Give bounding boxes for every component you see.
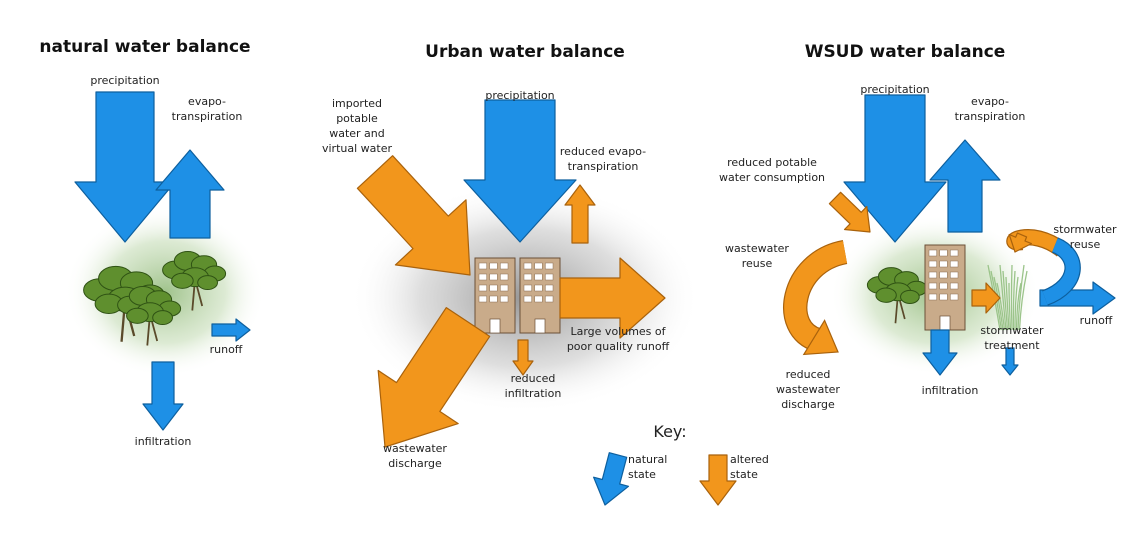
label-line: state <box>730 468 758 481</box>
tree-foliage <box>172 273 194 288</box>
label-line: infiltration <box>135 435 192 448</box>
building-window <box>490 285 498 291</box>
building-window <box>500 263 508 269</box>
label-line: treatment <box>984 339 1040 352</box>
tree-foliage <box>153 311 173 325</box>
label-line: wastewater <box>776 383 840 396</box>
label-line: reuse <box>742 257 773 270</box>
building-window <box>524 263 532 269</box>
building-window <box>940 261 948 267</box>
label-line: stormwater <box>1053 223 1117 236</box>
label-line: evapo- <box>971 95 1009 108</box>
label-line: precipitation <box>485 89 554 102</box>
label-line: state <box>628 468 656 481</box>
label-line: runoff <box>1080 314 1113 327</box>
building-window <box>929 250 937 256</box>
label-line: precipitation <box>860 83 929 96</box>
tree-foliage <box>198 276 218 290</box>
building-window <box>950 272 958 278</box>
label-line: water consumption <box>719 171 825 184</box>
building-window <box>535 296 543 302</box>
building-window <box>545 274 553 280</box>
building-window <box>490 274 498 280</box>
label-line: infiltration <box>922 384 979 397</box>
building-window <box>535 274 543 280</box>
label-line: virtual water <box>322 142 392 155</box>
flow-arrow <box>594 453 629 505</box>
label-line: runoff <box>210 343 243 356</box>
label-line: wastewater <box>725 242 789 255</box>
label-line: imported <box>332 97 382 110</box>
label-line: poor quality runoff <box>567 340 670 353</box>
building-window <box>929 283 937 289</box>
building-window <box>479 274 487 280</box>
building-window <box>929 272 937 278</box>
building-window <box>524 285 532 291</box>
building-window <box>950 250 958 256</box>
building-window <box>545 296 553 302</box>
building-door <box>940 316 950 330</box>
building-window <box>490 263 498 269</box>
building-window <box>545 285 553 291</box>
building-window <box>479 263 487 269</box>
label-line: reduced <box>511 372 556 385</box>
panel-title: natural water balance <box>39 37 250 57</box>
building-window <box>950 294 958 300</box>
label-line: transpiration <box>955 110 1026 123</box>
tree-foliage <box>901 290 920 303</box>
label-line: precipitation <box>90 74 159 87</box>
water-balance-diagram: natural water balance Urban water balance… <box>0 0 1136 560</box>
label-line: reuse <box>1070 238 1101 251</box>
label-line: discharge <box>388 457 442 470</box>
tree-foliage <box>127 308 149 323</box>
building-window <box>524 296 532 302</box>
label-line: Large volumes of <box>570 325 666 338</box>
building-window <box>524 274 532 280</box>
building-window <box>940 250 948 256</box>
building-window <box>950 261 958 267</box>
label-line: natural <box>628 453 667 466</box>
label-line: water and <box>329 127 385 140</box>
label-line: evapo- <box>188 95 226 108</box>
label-line: potable <box>336 112 378 125</box>
building-door <box>535 319 545 333</box>
label-line: infiltration <box>505 387 562 400</box>
label-line: transpiration <box>172 110 243 123</box>
building-window <box>940 272 948 278</box>
building-window <box>490 296 498 302</box>
building-window <box>940 283 948 289</box>
building-window <box>500 285 508 291</box>
building-window <box>940 294 948 300</box>
reed <box>1012 265 1013 330</box>
curved-arrow <box>1045 245 1073 298</box>
building-window <box>535 263 543 269</box>
building-window <box>500 274 508 280</box>
label-line: altered <box>730 453 769 466</box>
tree-foliage <box>876 288 896 302</box>
panel-title: Urban water balance <box>425 42 625 62</box>
building-window <box>500 296 508 302</box>
label-line: stormwater <box>980 324 1044 337</box>
label-line: reduced potable <box>727 156 817 169</box>
label-line: transpiration <box>568 160 639 173</box>
label-line: wastewater <box>383 442 447 455</box>
building-window <box>950 283 958 289</box>
building-door <box>490 319 500 333</box>
label-line: reduced evapo- <box>560 145 646 158</box>
panel-title: WSUD water balance <box>805 42 1006 62</box>
key-title: Key: <box>653 422 686 441</box>
building-window <box>535 285 543 291</box>
building-window <box>545 263 553 269</box>
building-window <box>479 296 487 302</box>
building-window <box>929 261 937 267</box>
building-window <box>929 294 937 300</box>
building-window <box>479 285 487 291</box>
label-line: reduced <box>786 368 831 381</box>
label-line: discharge <box>781 398 835 411</box>
